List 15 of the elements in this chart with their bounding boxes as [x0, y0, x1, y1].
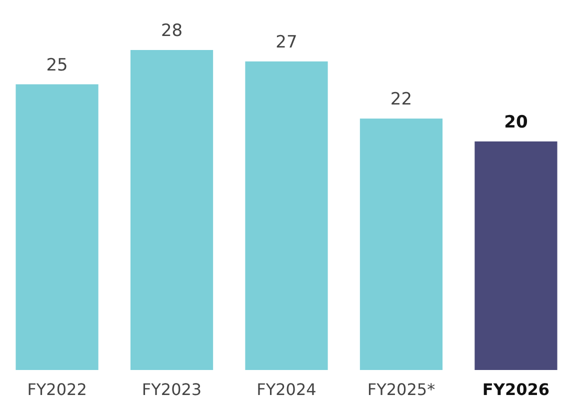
x-tick-label: FY2022: [27, 380, 87, 399]
bar: [16, 84, 98, 370]
data-label: 27: [276, 32, 298, 52]
data-label: 25: [46, 55, 68, 76]
bar: [360, 118, 443, 370]
data-label: 28: [160, 21, 183, 41]
bar: [474, 141, 558, 370]
bar: [130, 50, 214, 370]
x-tick-label: FY2025*: [367, 380, 436, 399]
data-label: 20: [504, 112, 528, 132]
bar: [245, 61, 328, 370]
x-tick-label: FY2024: [256, 380, 316, 399]
x-tick-label: FY2026: [482, 380, 550, 399]
data-label: 22: [390, 90, 412, 110]
x-tick-label: FY2023: [142, 380, 202, 399]
